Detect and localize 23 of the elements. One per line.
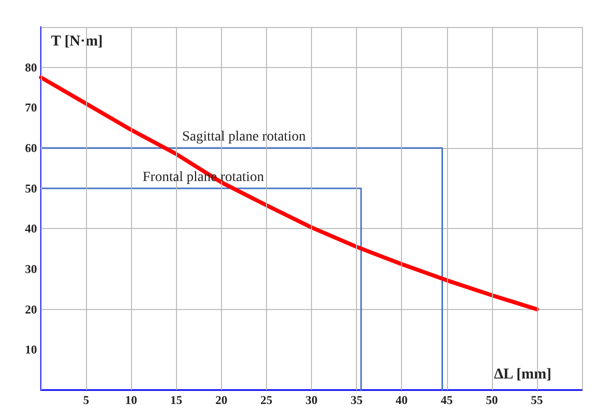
x-tick-label: 20 (215, 393, 228, 407)
y-tick-label: 40 (25, 222, 37, 236)
x-tick-label: 10 (125, 393, 138, 407)
y-tick-label: 30 (25, 262, 37, 276)
x-tick-label: 55 (530, 393, 543, 407)
x-tick-label: 25 (260, 393, 272, 407)
y-tick-label: 70 (25, 100, 37, 115)
x-axis-title: ΔL [mm] (494, 366, 552, 382)
line-series (39, 75, 539, 312)
x-tick-label: 5 (83, 393, 90, 407)
y-tick-label: 10 (25, 342, 37, 357)
y-axis-title: T [N·m] (51, 34, 103, 50)
x-tick-label: 15 (170, 393, 182, 407)
x-tick-label: 45 (440, 393, 453, 407)
x-tick-label: 35 (350, 393, 363, 407)
x-tick-label: 50 (486, 393, 498, 407)
y-tick-label: 80 (25, 60, 37, 74)
x-tick-label: 30 (306, 393, 318, 407)
annotation: Sagittal plane rotation (182, 130, 306, 144)
y-tick-label: 20 (25, 302, 37, 316)
y-tick-label: 60 (25, 141, 37, 155)
x-tick-label: 40 (396, 393, 408, 407)
y-tick-label: 50 (25, 181, 37, 196)
